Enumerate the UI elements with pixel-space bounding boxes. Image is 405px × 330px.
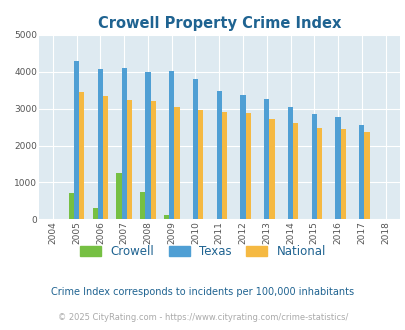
Bar [364,132,369,219]
Bar [145,72,150,219]
Bar [150,101,156,219]
Bar [335,117,340,219]
Text: © 2025 CityRating.com - https://www.cityrating.com/crime-statistics/: © 2025 CityRating.com - https://www.city… [58,313,347,322]
Bar [103,96,108,219]
Bar [358,125,364,219]
Legend: Crowell, Texas, National: Crowell, Texas, National [80,245,325,258]
Bar [164,215,168,219]
Bar [240,95,245,219]
Bar [168,71,174,219]
Bar [216,91,221,219]
Bar [311,115,316,219]
Bar [264,99,269,219]
Bar [140,192,145,219]
Bar [74,60,79,219]
Bar [292,123,298,219]
Text: Crime Index corresponds to incidents per 100,000 inhabitants: Crime Index corresponds to incidents per… [51,287,354,297]
Bar [340,129,345,219]
Bar [126,100,132,219]
Title: Crowell Property Crime Index: Crowell Property Crime Index [97,16,340,31]
Bar [269,119,274,219]
Bar [98,69,103,219]
Bar [79,92,84,219]
Bar [287,107,292,219]
Bar [245,113,250,219]
Bar [116,173,121,219]
Bar [68,193,74,219]
Bar [92,208,98,219]
Bar [221,112,226,219]
Bar [121,68,126,219]
Bar [316,128,322,219]
Bar [198,110,203,219]
Bar [192,79,198,219]
Bar [174,108,179,219]
